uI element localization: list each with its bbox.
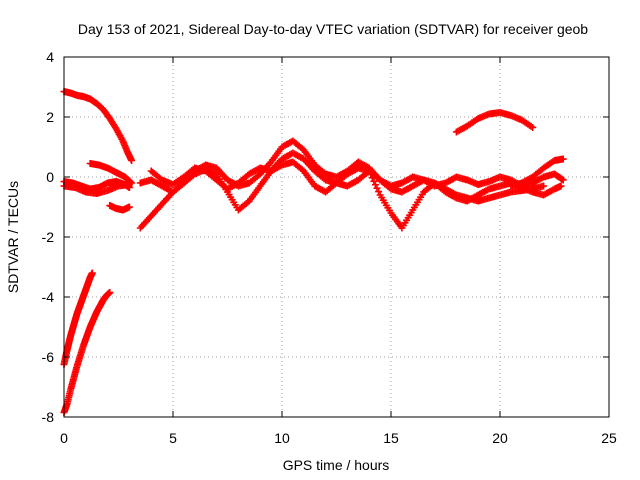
- series-arc-10: [147, 149, 567, 193]
- series-arc-3: [60, 289, 114, 416]
- series-arc-1: [60, 88, 136, 164]
- chart-title: Day 153 of 2021, Sidereal Day-to-day VTE…: [78, 21, 588, 37]
- data-point: [540, 182, 548, 190]
- data-point: [127, 178, 135, 186]
- data-points: [60, 88, 567, 416]
- x-tick-label: 25: [601, 430, 617, 446]
- series-arc-6: [106, 202, 133, 214]
- data-point: [559, 176, 567, 184]
- axis-ticks: [63, 56, 610, 418]
- grid: [64, 57, 609, 417]
- y-tick-label: 0: [46, 169, 54, 185]
- data-point: [88, 269, 96, 277]
- series-arc-5: [86, 160, 136, 187]
- series-arc-11: [452, 109, 537, 136]
- data-point: [125, 184, 133, 191]
- data-point: [529, 124, 537, 131]
- x-tick-label: 0: [60, 430, 68, 446]
- y-tick-labels: -8 -6 -4 -2 0 2 4: [42, 49, 55, 425]
- x-tick-labels: 0 5 10 15 20 25: [60, 430, 617, 446]
- y-tick-label: 4: [46, 49, 54, 65]
- series-arc-7: [60, 178, 133, 193]
- x-tick-label: 20: [492, 430, 508, 446]
- data-point: [557, 182, 565, 190]
- x-tick-label: 15: [383, 430, 399, 446]
- y-tick-label: 2: [46, 109, 54, 125]
- data-point: [128, 179, 136, 187]
- y-tick-label: -8: [42, 409, 55, 425]
- y-tick-label: -4: [42, 289, 55, 305]
- data-point: [375, 188, 383, 196]
- x-axis-label: GPS time / hours: [283, 457, 390, 473]
- data-point: [559, 155, 567, 163]
- data-point: [371, 181, 379, 189]
- data-point: [128, 157, 136, 164]
- data-point: [125, 203, 133, 211]
- data-point: [558, 175, 566, 183]
- y-axis-label: SDTVAR / TECUs: [5, 181, 21, 293]
- data-point: [106, 289, 114, 296]
- x-tick-label: 10: [274, 430, 290, 446]
- data-point: [373, 184, 381, 192]
- y-tick-label: -6: [42, 349, 55, 365]
- y-tick-label: -2: [42, 229, 55, 245]
- series-arc-12: [507, 155, 567, 190]
- x-tick-label: 5: [169, 430, 177, 446]
